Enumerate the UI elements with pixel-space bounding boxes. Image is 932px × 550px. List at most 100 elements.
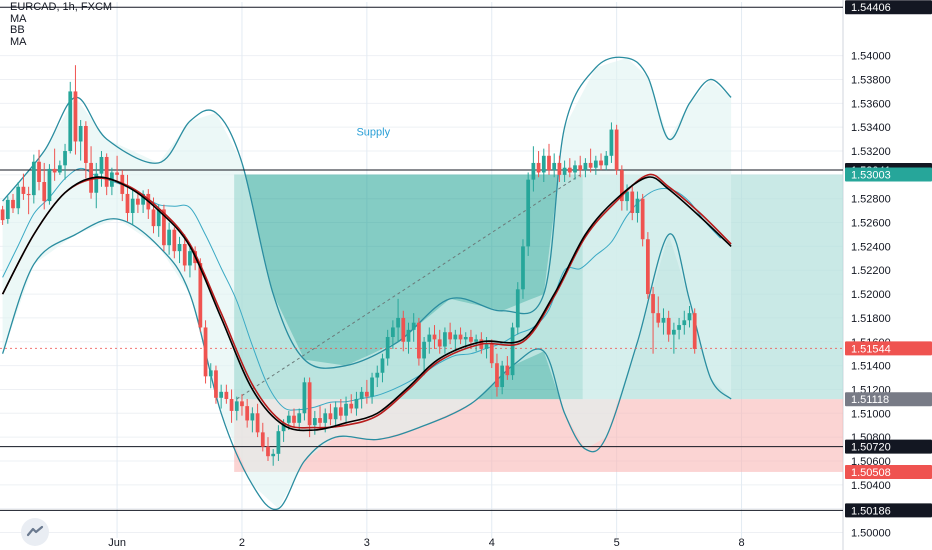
candle-body bbox=[443, 332, 447, 347]
candle-body bbox=[417, 322, 421, 359]
indicator-bb[interactable]: BB bbox=[10, 24, 25, 36]
candle bbox=[505, 356, 510, 380]
candle-body bbox=[162, 209, 166, 246]
candle bbox=[271, 449, 276, 466]
candle-body bbox=[677, 325, 681, 330]
price-label-red: 1.50508 bbox=[845, 464, 932, 479]
trend-line[interactable] bbox=[236, 174, 581, 400]
candle-body bbox=[312, 418, 317, 426]
price-tick-label: 1.50400 bbox=[851, 480, 891, 492]
candle bbox=[687, 305, 692, 328]
candle-body bbox=[286, 415, 291, 423]
time-tick-label: 2 bbox=[239, 537, 245, 549]
bb-fill bbox=[2, 58, 732, 509]
candle-body bbox=[245, 406, 250, 421]
candle bbox=[354, 391, 359, 416]
candle-body bbox=[354, 398, 359, 409]
candlesticks bbox=[0, 65, 697, 466]
indicator-ma-fast[interactable]: MA bbox=[10, 12, 27, 25]
candle-body bbox=[364, 391, 369, 397]
price-tick-label: 1.51800 bbox=[851, 313, 891, 325]
candle-body bbox=[344, 403, 348, 416]
candle bbox=[396, 298, 400, 342]
indicator-ma-slow[interactable]: MA bbox=[10, 35, 27, 48]
time-axis[interactable]: Jun 2 3 4 5 8 bbox=[108, 537, 744, 549]
candle bbox=[266, 437, 270, 461]
candle-body bbox=[31, 161, 36, 196]
price-tick-label: 1.52000 bbox=[851, 289, 891, 301]
candle bbox=[94, 162, 99, 209]
candle bbox=[5, 196, 10, 224]
candle-body bbox=[406, 329, 411, 342]
candle-body bbox=[474, 339, 479, 342]
candle bbox=[11, 193, 15, 214]
candle-body bbox=[297, 413, 302, 423]
price-tick-label: 1.50000 bbox=[851, 528, 891, 540]
candle-body bbox=[692, 313, 697, 349]
price-tick-label: 1.52200 bbox=[851, 265, 891, 277]
supply-annotation[interactable]: Supply bbox=[356, 127, 390, 139]
candle-body bbox=[687, 313, 692, 321]
candle-body bbox=[391, 327, 395, 337]
candle-body bbox=[292, 415, 296, 423]
price-axis[interactable]: 1.500001.502001.504001.506001.508001.510… bbox=[851, 51, 891, 540]
price-label-box bbox=[845, 0, 932, 15]
candle-body bbox=[271, 453, 276, 457]
candle-body bbox=[411, 322, 416, 330]
candle bbox=[583, 158, 588, 178]
candle-body bbox=[635, 198, 640, 214]
candle-body bbox=[318, 418, 322, 423]
candle-body bbox=[219, 391, 224, 398]
candle bbox=[427, 327, 432, 354]
candle bbox=[136, 191, 140, 214]
candle-body bbox=[495, 363, 499, 388]
price-label-dark: 1.54406 bbox=[845, 0, 932, 15]
candle-body bbox=[484, 344, 489, 349]
candle bbox=[515, 282, 520, 335]
candle bbox=[68, 81, 73, 154]
price-label-green: 1.53003 bbox=[845, 167, 932, 182]
candle bbox=[375, 365, 380, 388]
price-tick-label: 1.53200 bbox=[851, 146, 891, 158]
candle-body bbox=[401, 317, 406, 342]
candle bbox=[578, 155, 583, 178]
candle bbox=[78, 120, 83, 161]
candle-body bbox=[515, 289, 520, 328]
candle-body bbox=[656, 313, 661, 323]
dashed-trend-line[interactable] bbox=[236, 174, 581, 400]
candle bbox=[73, 65, 78, 155]
symbol-title[interactable]: EURCAD, 1h, FXCM bbox=[10, 1, 113, 13]
candle-body bbox=[83, 125, 88, 163]
candle bbox=[557, 155, 562, 183]
candle bbox=[567, 158, 572, 178]
price-label-text: 1.50508 bbox=[851, 467, 891, 479]
candle-body bbox=[567, 167, 572, 173]
horizontal-lines[interactable] bbox=[0, 6, 843, 511]
candle bbox=[302, 377, 307, 421]
candle bbox=[208, 363, 213, 389]
candle bbox=[328, 403, 333, 426]
candle bbox=[104, 153, 109, 196]
candle-body bbox=[302, 382, 307, 414]
candle-body bbox=[370, 377, 374, 397]
candle-body bbox=[234, 401, 239, 411]
candle-body bbox=[156, 209, 161, 227]
tradingview-logo-icon[interactable] bbox=[20, 517, 50, 547]
candle-body bbox=[229, 398, 234, 411]
chart-legend: EURCAD, 1h, FXCM MA BB MA bbox=[10, 1, 113, 48]
candle bbox=[255, 403, 260, 438]
candle-body bbox=[500, 365, 505, 388]
candle-body bbox=[276, 431, 281, 454]
candle bbox=[453, 329, 458, 352]
candle-body bbox=[469, 336, 473, 342]
candle bbox=[31, 154, 36, 204]
candle-body bbox=[375, 372, 380, 378]
price-label-red: 1.51544 bbox=[845, 341, 932, 356]
candle-body bbox=[526, 179, 531, 247]
candle bbox=[333, 401, 338, 428]
candle-body bbox=[672, 329, 676, 335]
candle-body bbox=[188, 251, 192, 266]
candle bbox=[541, 148, 546, 183]
candle bbox=[292, 408, 296, 428]
